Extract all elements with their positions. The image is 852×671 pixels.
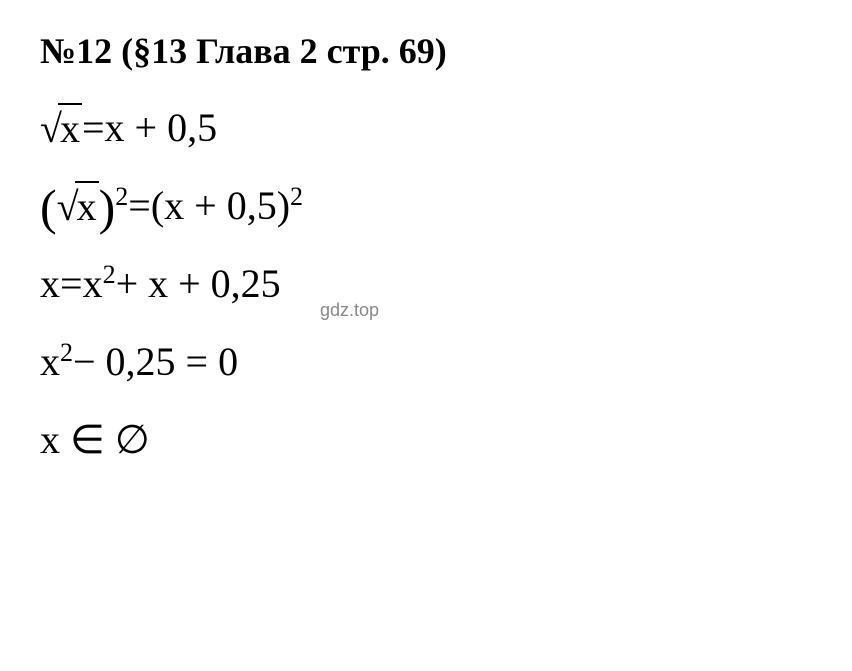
exponent: 2 [115,182,128,212]
equation-line-3: x = x 2 + x + 0,25 [40,258,812,308]
equals-sign: = [60,260,83,307]
term-a: x [83,260,103,307]
right-paren: ) [99,182,116,232]
equation-line-2: ( √ x ) 2 = (x + 0,5) 2 [40,180,812,230]
equation-line-5: x ∈ ∅ [40,414,812,464]
rhs-base: (x + 0,5) [151,182,290,229]
exponent: 2 [290,182,303,212]
sqrt-expression: √ x [57,181,99,230]
equation-line-4: x 2 − 0,25 = 0 [40,336,812,386]
problem-title: №12 (§13 Глава 2 стр. 69) [40,30,812,72]
term-b: − 0,25 = 0 [73,338,238,385]
sqrt-expression: √ x [40,103,82,152]
lhs-expression: x [40,260,60,307]
exponent: 2 [103,260,116,290]
rhs-expression: x + 0,5 [105,104,218,151]
sqrt-radicand: x [75,181,99,230]
sqrt-radicand: x [58,103,82,152]
term-a: x [40,338,60,385]
equation-line-1: √ x = x + 0,5 [40,102,812,152]
term-b: + x + 0,25 [116,260,281,307]
solution-set: x ∈ ∅ [40,416,150,463]
left-paren: ( [40,182,57,232]
equals-sign: = [82,104,105,151]
equals-sign: = [128,182,151,229]
exponent: 2 [60,338,73,368]
